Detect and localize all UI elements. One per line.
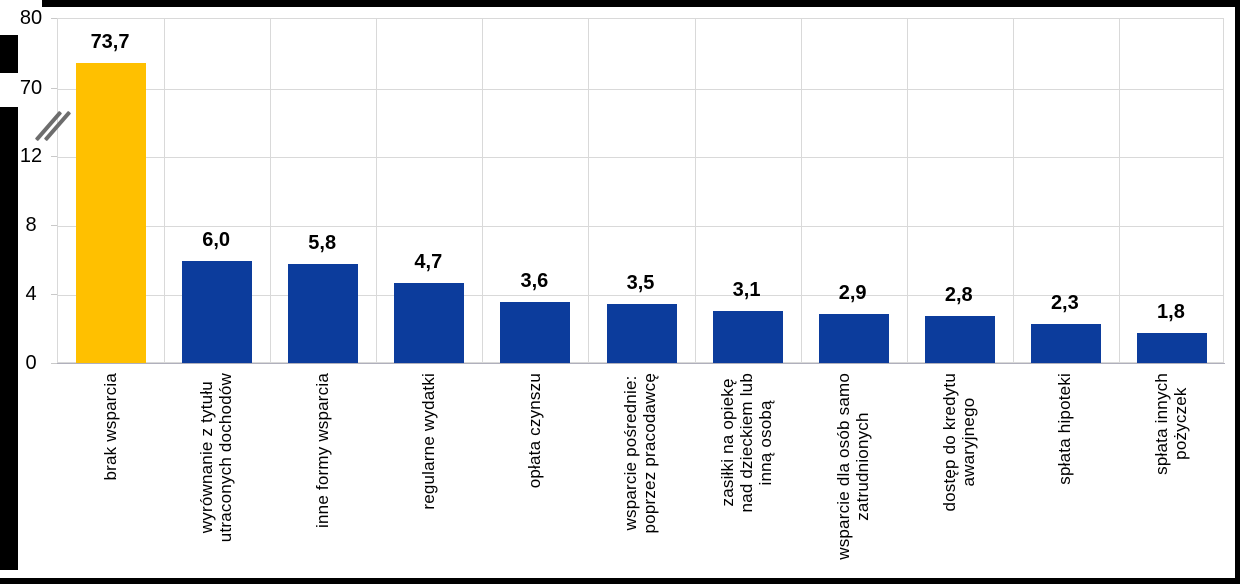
bar-9: [1030, 324, 1101, 364]
category-label-cell-2: inne formy wsparcia: [269, 373, 375, 575]
bar-3: [394, 282, 465, 364]
y-tick-label-80: 80: [19, 7, 43, 29]
gridline-x-8: [907, 19, 908, 362]
y-tick-mark-70: [51, 88, 57, 89]
bar-7: [818, 313, 889, 364]
bar-10: [1136, 332, 1207, 364]
data-label-4: 3,6: [520, 269, 549, 292]
category-label-cell-6: zasiłki na opiekę nad dzieckiem lub inną…: [694, 373, 800, 575]
bar-2: [288, 263, 359, 364]
category-label-cell-9: spłata hipoteki: [1012, 373, 1118, 575]
category-label-0: brak wsparcia: [100, 373, 120, 481]
data-label-10: 1,8: [1157, 300, 1185, 323]
category-label-cell-1: wyrównanie z tytułu utraconych dochodów: [163, 373, 269, 575]
data-label-3: 4,7: [414, 250, 443, 273]
category-label-cell-4: opłata czynszu: [481, 373, 587, 575]
category-label-3: regularne wydatki: [418, 373, 438, 510]
gridline-x-6: [695, 19, 696, 362]
gridline-y-4: [58, 295, 1223, 296]
gridline-x-10: [1119, 19, 1120, 362]
category-label-cell-5: wsparcie pośrednie: poprzez pracodawcę: [587, 373, 693, 575]
data-label-5: 3,5: [626, 271, 655, 294]
y-tick-mark-12: [51, 156, 57, 157]
gridline-y-8: [58, 226, 1223, 227]
category-label-8: dostęp do kredytu awaryjnego: [939, 373, 978, 512]
bar-5: [606, 303, 677, 364]
data-label-2: 5,8: [308, 231, 337, 254]
bar-6: [712, 310, 783, 364]
y-tick-mark-4: [51, 294, 57, 295]
gridline-x-7: [801, 19, 802, 362]
gridline-x-1: [164, 19, 165, 362]
category-label-2: inne formy wsparcia: [312, 373, 332, 528]
y-tick-mark-8: [51, 225, 57, 226]
bar-4: [500, 301, 571, 364]
bar-8: [924, 315, 995, 364]
frame-left-strip-upper: [0, 35, 18, 73]
data-label-7: 2,9: [838, 281, 867, 304]
y-tick-label-0: 0: [25, 352, 37, 374]
frame-top-bar: [42, 0, 1240, 7]
bar-0: [76, 63, 147, 364]
category-label-4: opłata czynszu: [524, 373, 544, 489]
gridline-x-2: [270, 19, 271, 362]
data-label-6: 3,1: [732, 278, 761, 301]
category-label-cell-10: spłata innych pożyczek: [1118, 373, 1224, 575]
y-tick-label-12: 12: [19, 145, 43, 167]
frame-left-strip-lower: [0, 107, 18, 570]
category-label-9: spłata hipoteki: [1055, 373, 1075, 485]
category-label-cell-7: wsparcie dla osób samo zatrudnionych: [800, 373, 906, 575]
y-tick-mark-0: [51, 363, 57, 364]
gridline-x-9: [1013, 19, 1014, 362]
y-tick-mark-80: [51, 18, 57, 19]
data-label-0: 73,7: [90, 31, 130, 54]
y-tick-label-4: 4: [25, 283, 37, 305]
gridline-x-3: [376, 19, 377, 362]
y-tick-label-70: 70: [19, 77, 43, 99]
category-label-6: zasiłki na opiekę nad dzieckiem lub inną…: [718, 373, 776, 513]
y-tick-label-8: 8: [25, 214, 37, 236]
category-label-1: wyrównanie z tytułu utraconych dochodów: [197, 373, 236, 543]
category-label-5: wsparcie pośrednie: poprzez pracodawcę: [621, 373, 660, 534]
data-label-8: 2,8: [944, 283, 973, 306]
category-label-cell-3: regularne wydatki: [375, 373, 481, 575]
frame-right-strip: [1235, 0, 1240, 584]
x-axis-line: [56, 363, 1225, 364]
gridline-y-70: [58, 89, 1223, 90]
gridline-x-4: [482, 19, 483, 362]
gridline-x-5: [588, 19, 589, 362]
category-label-cell-8: dostęp do kredytu awaryjnego: [906, 373, 1012, 575]
data-label-1: 6,0: [202, 228, 231, 251]
data-label-9: 2,3: [1050, 292, 1079, 315]
category-label-10: spłata innych pożyczek: [1151, 373, 1190, 475]
gridline-y-12: [58, 157, 1223, 158]
category-label-cell-0: brak wsparcia: [57, 373, 163, 575]
frame-bottom-bar: [0, 578, 1240, 584]
plot-area: [57, 18, 1224, 364]
category-label-7: wsparcie dla osób samo zatrudnionych: [833, 373, 872, 560]
bar-1: [182, 260, 253, 364]
